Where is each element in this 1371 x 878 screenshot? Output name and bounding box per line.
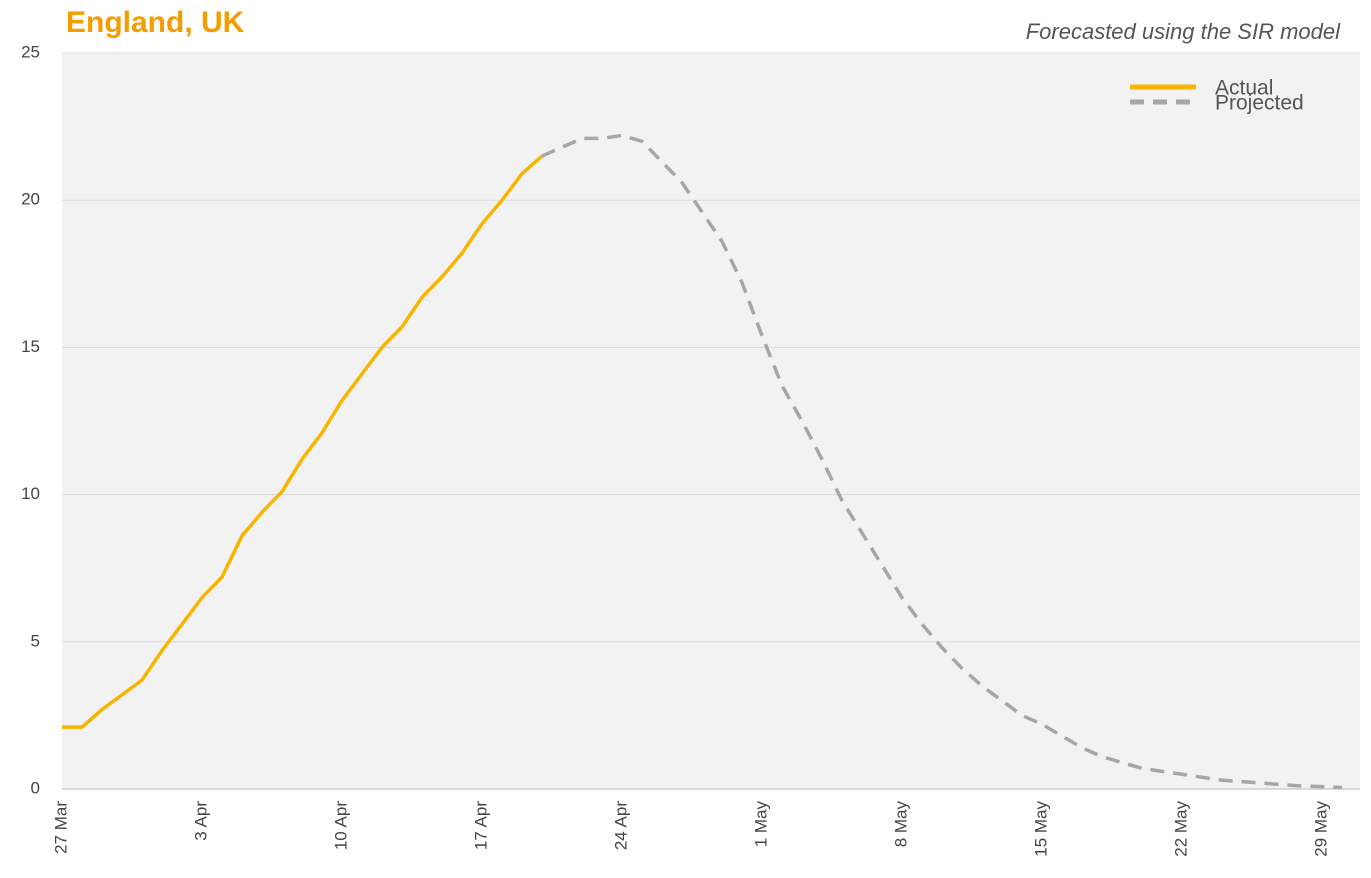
y-tick-label: 20 (21, 190, 40, 209)
chart-title: England, UK (66, 6, 245, 39)
legend-label: Projected (1215, 92, 1304, 115)
y-tick-label: 5 (31, 631, 40, 650)
x-tick-label: 15 May (1031, 801, 1050, 857)
plot-area (62, 53, 1360, 789)
x-tick-label: 29 May (1311, 801, 1330, 857)
series-line (62, 154, 544, 729)
y-tick-label: 15 (21, 337, 40, 356)
chart-subtitle: Forecasted using the SIR model (1026, 19, 1341, 44)
y-tick-label: 25 (21, 42, 40, 61)
series-line (541, 133, 1343, 790)
y-tick-label: 10 (21, 484, 40, 503)
y-tick-label: 0 (31, 778, 40, 797)
x-tick-label: 8 May (891, 801, 910, 848)
legend-label: Actual (1215, 77, 1273, 100)
x-tick-label: 22 May (1171, 801, 1190, 857)
x-tick-label: 24 Apr (611, 801, 630, 850)
x-tick-label: 1 May (751, 801, 770, 848)
x-tick-label: 17 Apr (471, 801, 490, 850)
x-tick-label: 10 Apr (331, 801, 350, 850)
x-tick-label: 3 Apr (191, 801, 210, 841)
x-tick-label: 27 Mar (51, 801, 70, 854)
